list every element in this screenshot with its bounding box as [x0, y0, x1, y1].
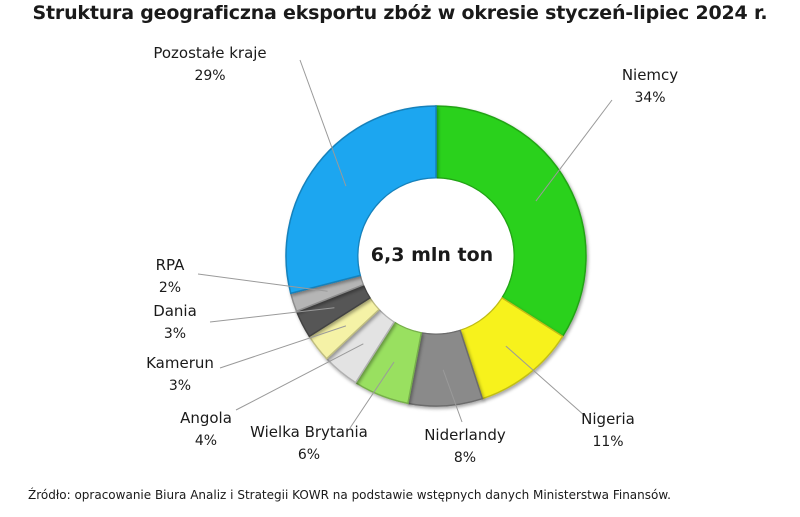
- slice-label: RPA: [156, 256, 186, 274]
- leader-line: [349, 361, 395, 429]
- slice-value-label: 11%: [592, 434, 623, 450]
- slice-label: Angola: [180, 409, 232, 427]
- slice-label: Nigeria: [581, 410, 635, 428]
- slice-label: Pozostałe kraje: [153, 44, 266, 62]
- leader-line: [197, 273, 328, 292]
- slice-value-label: 34%: [634, 90, 665, 106]
- leader-line: [535, 99, 613, 202]
- slice-pozostałe-kraje: [285, 105, 437, 295]
- slice-value-label: 4%: [195, 433, 217, 449]
- leader-line: [505, 345, 586, 417]
- leader-line: [235, 343, 364, 411]
- slice-label: Kamerun: [146, 354, 214, 372]
- slice-value-label: 3%: [169, 378, 191, 394]
- donut-slices: [285, 105, 587, 407]
- slice-value-label: 3%: [164, 326, 186, 342]
- slice-labels: Niemcy 34% Nigeria 11% Niderlandy 8% Wielka Br…: [146, 44, 678, 466]
- slice-niemcy: [435, 105, 587, 338]
- slice-value-label: 2%: [159, 280, 181, 296]
- donut-hole: [358, 178, 514, 334]
- slice-value-label: 6%: [298, 447, 320, 463]
- leader-lines: [197, 59, 613, 429]
- slice-label: Wielka Brytania: [250, 423, 368, 441]
- slice-label: Niderlandy: [424, 426, 506, 444]
- leader-line: [442, 369, 463, 423]
- source-note: Źródło: opracowanie Biura Analiz i Strat…: [28, 488, 671, 502]
- chart-title: Struktura geograficzna eksportu zbóż w o…: [32, 2, 768, 24]
- leader-line: [299, 59, 347, 187]
- center-total-label: 6,3 mln ton: [371, 244, 493, 266]
- slice-label: Dania: [153, 302, 197, 320]
- slice-value-label: 8%: [454, 450, 476, 466]
- leader-line: [219, 325, 347, 369]
- leader-line: [209, 307, 335, 323]
- slice-label: Niemcy: [622, 66, 678, 84]
- slice-value-label: 29%: [194, 68, 225, 84]
